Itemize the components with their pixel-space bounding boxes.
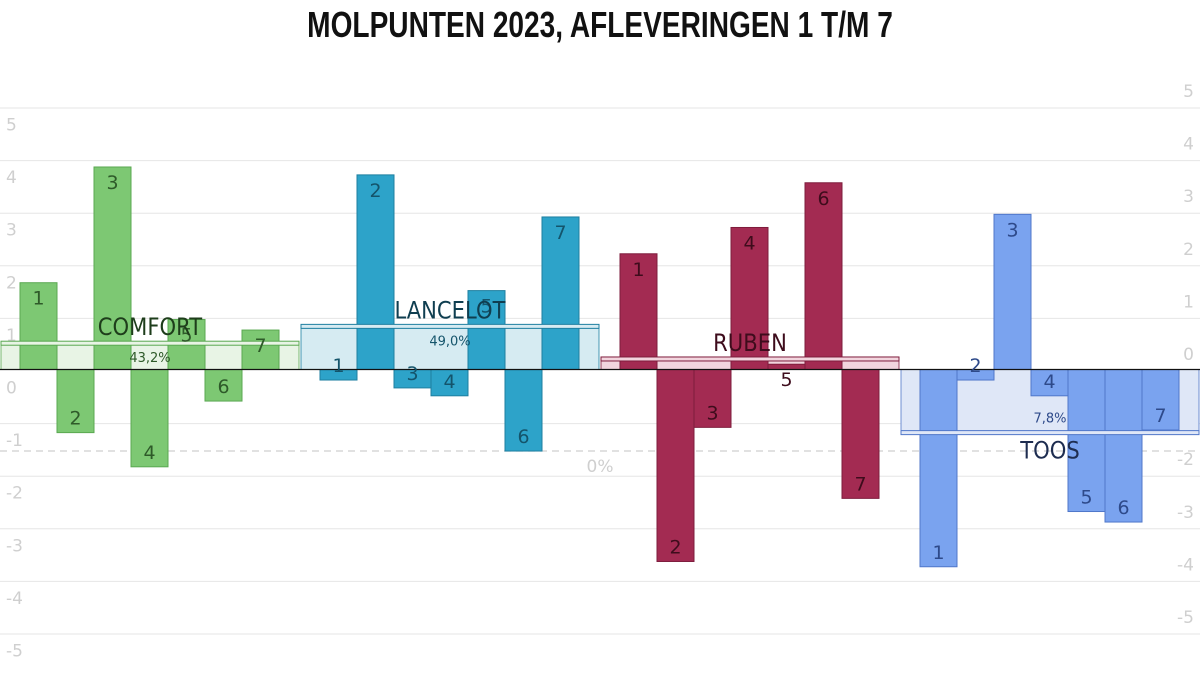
right-tick-label: 5	[1183, 82, 1194, 102]
bar	[693, 369, 732, 428]
bar-label: 4	[443, 371, 455, 393]
bar	[1067, 369, 1106, 513]
left-tick-label: -5	[6, 642, 23, 662]
average-lines	[0, 323, 1200, 436]
bar-label: 3	[1006, 219, 1018, 241]
left-tick-label: -3	[6, 536, 23, 556]
bar	[130, 369, 169, 468]
right-tick-label: -2	[1177, 450, 1194, 470]
bar	[356, 174, 395, 370]
bar	[993, 213, 1032, 370]
bar	[19, 282, 58, 370]
average-line	[900, 430, 1200, 436]
right-tick-label: -3	[1177, 503, 1194, 523]
chart-title: MOLPUNTEN 2023, AFLEVERINGEN 1 T/M 7	[307, 4, 893, 45]
bar	[204, 369, 243, 402]
left-tick-label: 5	[6, 116, 17, 136]
bar-label: 7	[254, 335, 266, 357]
series-percent: 7,8%	[1033, 412, 1066, 427]
left-tick-label: 0	[6, 379, 17, 399]
bar	[841, 369, 880, 499]
right-tick-label: 3	[1183, 187, 1194, 207]
bar	[730, 226, 769, 370]
bar-label: 1	[632, 259, 644, 281]
bar-label: 5	[180, 325, 192, 347]
labels: 1 2 3 4 5 6 7 COMFORT 43,2% 1 2 3 4 5 6 7 LANCELOT 49,0% 1…	[32, 172, 1166, 564]
average-line	[600, 356, 900, 362]
series-name: RUBEN	[713, 330, 787, 358]
bar-label: 2	[969, 355, 981, 377]
left-tick-label: 4	[6, 168, 17, 188]
right-tick-label: -5	[1177, 608, 1194, 628]
bar	[56, 369, 95, 434]
series-name: LANCELOT	[394, 297, 505, 325]
bar-label: 1	[332, 355, 344, 377]
series-name: TOOS	[1019, 437, 1079, 465]
right-tick-label: -4	[1177, 555, 1194, 575]
right-tick-label: 0	[1183, 345, 1194, 365]
right-tick-label: 4	[1183, 135, 1194, 155]
bar-label: 6	[517, 426, 529, 448]
bar-label: 6	[817, 188, 829, 210]
bar-label: 6	[1117, 497, 1129, 519]
series-percent: 49,0%	[429, 334, 470, 349]
bar-label: 2	[69, 408, 81, 430]
bar-label: 5	[1080, 487, 1092, 509]
left-tick-label: 1	[6, 326, 17, 346]
bar	[1141, 369, 1180, 431]
bar	[919, 369, 958, 568]
bar	[467, 290, 506, 371]
bar-label: 1	[32, 288, 44, 310]
bar-label: 3	[406, 363, 418, 385]
bar-label: 2	[669, 536, 681, 558]
bar	[656, 369, 695, 562]
right-tick-label: 1	[1183, 292, 1194, 312]
bar	[241, 329, 280, 370]
bar-label: 7	[1154, 405, 1166, 427]
reference-label: 0%	[587, 457, 614, 477]
bar-label: 3	[706, 402, 718, 424]
left-tick-label: -1	[6, 431, 23, 451]
average-line	[300, 323, 600, 329]
bar-label: 4	[743, 232, 755, 254]
series-name: COMFORT	[98, 314, 203, 342]
right-tick-label: 2	[1183, 240, 1194, 260]
bar-label: 7	[854, 473, 866, 495]
bar-label: 2	[369, 180, 381, 202]
left-tick-label: -2	[6, 484, 23, 504]
left-tick-label: -4	[6, 589, 23, 609]
bar-label: 6	[217, 376, 229, 398]
left-tick-label: 2	[6, 273, 17, 293]
bar-label: 3	[106, 172, 118, 194]
bar	[804, 182, 843, 370]
bars	[19, 166, 1180, 568]
bar	[430, 369, 469, 397]
bar-label: 4	[1043, 371, 1055, 393]
bar	[93, 166, 132, 370]
left-tick-label: 3	[6, 221, 17, 241]
series-percent: 43,2%	[129, 351, 170, 366]
bar-label: 1	[932, 542, 944, 564]
bar-label: 5	[480, 296, 492, 318]
bar-label: 5	[780, 369, 792, 391]
bar-label: 7	[554, 222, 566, 244]
bar-label: 4	[143, 442, 155, 464]
average-line	[0, 340, 300, 346]
bar	[619, 253, 658, 370]
